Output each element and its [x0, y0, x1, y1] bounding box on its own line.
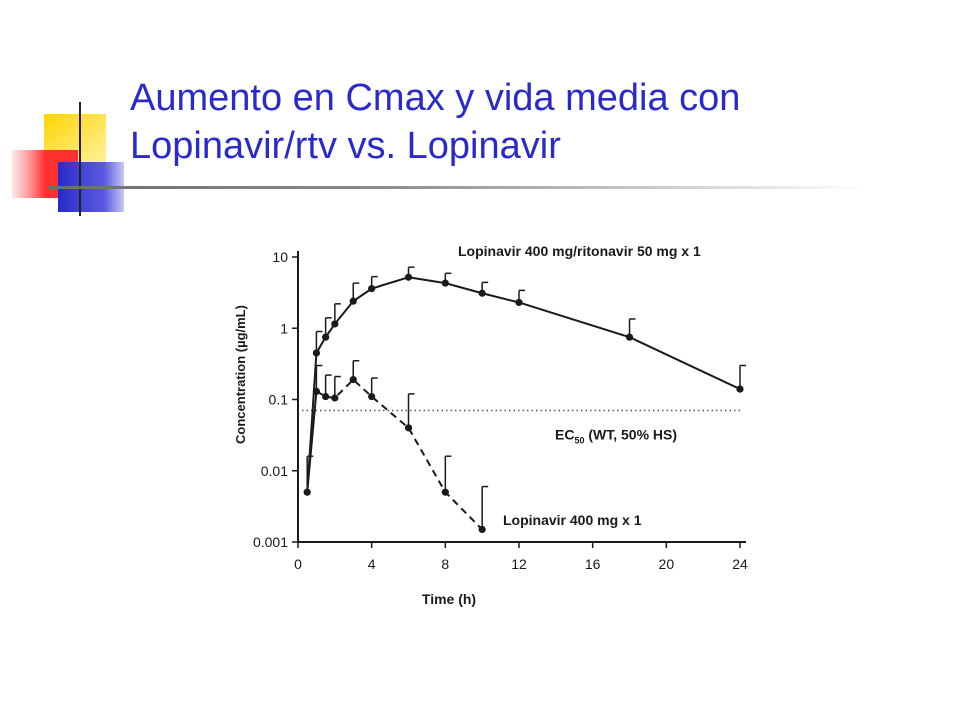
x-axis-label: Time (h): [422, 591, 476, 607]
chart-axes: 0 4 8 12 16 20 24 0.001 0.01 0.1 1 10: [253, 249, 748, 572]
data-point: [441, 279, 449, 287]
data-point: [515, 298, 523, 307]
data-point: [478, 525, 486, 534]
data-point: [368, 285, 376, 293]
data-point: [368, 392, 376, 401]
initial-rise-line: [306, 391, 318, 493]
chart-series: [303, 266, 746, 534]
y-tick-label: 0.001: [253, 534, 288, 550]
y-axis-label: Concentration (µg/mL): [233, 305, 248, 444]
y-tick-label: 0.01: [261, 463, 288, 479]
series-label: Lopinavir 400 mg x 1: [503, 512, 642, 528]
title-divider: [48, 186, 868, 189]
data-point: [331, 394, 339, 402]
x-tick-label: 12: [511, 556, 527, 572]
x-tick-label: 16: [585, 556, 601, 572]
ec50-label-rest: (WT, 50% HS): [584, 427, 677, 443]
series-line: [315, 378, 483, 531]
data-point: [322, 392, 330, 401]
data-point: [736, 385, 744, 393]
ec50-reference: EC50 (WT, 50% HS): [302, 409, 740, 446]
series-label: Lopinavir 400 mg/ritonavir 50 mg x 1: [458, 243, 701, 259]
data-point: [478, 289, 486, 297]
data-point: [625, 333, 634, 341]
slide-title-line-1: Aumento en Cmax y vida media con: [130, 77, 741, 119]
y-tick-label: 10: [272, 249, 288, 265]
data-point: [331, 320, 339, 328]
slide-title: Aumento en Cmax y vida media con Lopinav…: [130, 74, 740, 170]
data-point: [349, 297, 357, 305]
ec50-label-subscript: 50: [574, 436, 584, 446]
data-point: [312, 349, 321, 357]
x-tick-label: 8: [441, 556, 449, 572]
y-tick-label: 1: [280, 320, 288, 336]
x-tick-label: 4: [368, 556, 376, 572]
data-point: [404, 424, 413, 432]
slide-title-line-2: Lopinavir/rtv vs. Lopinavir: [130, 125, 561, 167]
y-tick-label: 0.1: [269, 392, 289, 408]
ec50-label-main: EC: [555, 427, 574, 443]
data-point: [441, 488, 449, 496]
x-tick-label: 20: [659, 556, 675, 572]
x-tick-label: 24: [732, 556, 748, 572]
chart-labels: Time (h) Concentration (µg/mL) Lopinavir 4…: [233, 243, 701, 607]
data-point: [349, 376, 357, 384]
x-tick-label: 0: [294, 556, 302, 572]
data-point: [322, 333, 330, 341]
ec50-label: EC50 (WT, 50% HS): [555, 427, 677, 446]
data-point: [404, 273, 413, 281]
